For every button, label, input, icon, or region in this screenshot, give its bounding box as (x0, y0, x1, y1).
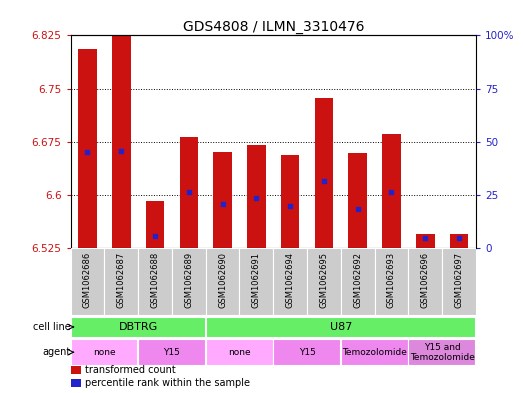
Bar (247, 145, 266, 248)
Text: percentile rank within the sample: percentile rank within the sample (85, 378, 250, 387)
Text: none: none (93, 348, 116, 357)
Text: GSM1062693: GSM1062693 (387, 252, 396, 308)
Bar (307, 248, 341, 316)
Text: agent: agent (42, 347, 71, 357)
Bar (206, 317, 475, 337)
Bar (105, 248, 138, 316)
Text: transformed count: transformed count (85, 365, 176, 375)
Bar (71, 248, 105, 316)
Bar (78, 49, 97, 248)
Text: GSM1062696: GSM1062696 (421, 252, 430, 308)
Text: GSM1062687: GSM1062687 (117, 252, 126, 308)
Text: U87: U87 (329, 322, 352, 332)
Text: GSM1062692: GSM1062692 (353, 252, 362, 308)
Bar (71, 317, 205, 337)
Bar (408, 340, 475, 365)
Text: none: none (228, 348, 251, 357)
Bar (71, 379, 81, 387)
Text: GSM1062691: GSM1062691 (252, 252, 261, 308)
Bar (273, 340, 340, 365)
Text: GSM1062694: GSM1062694 (286, 252, 294, 308)
Text: GSM1062689: GSM1062689 (184, 252, 194, 308)
Bar (112, 26, 131, 248)
Title: GDS4808 / ILMN_3310476: GDS4808 / ILMN_3310476 (183, 20, 364, 34)
Bar (450, 234, 468, 248)
Text: cell line: cell line (33, 322, 71, 332)
Bar (71, 340, 138, 365)
Bar (172, 248, 206, 316)
Text: GSM1062686: GSM1062686 (83, 252, 92, 308)
Bar (374, 248, 408, 316)
Bar (206, 248, 240, 316)
Bar (341, 340, 408, 365)
Text: GSM1062688: GSM1062688 (151, 252, 160, 308)
Bar (179, 137, 198, 248)
Text: GSM1062697: GSM1062697 (454, 252, 463, 308)
Text: Y15: Y15 (299, 348, 315, 357)
Bar (341, 248, 374, 316)
Text: DBTRG: DBTRG (119, 322, 158, 332)
Bar (382, 134, 401, 248)
Bar (138, 340, 205, 365)
Bar (281, 155, 300, 248)
Bar (408, 248, 442, 316)
Bar (206, 340, 272, 365)
Text: Y15: Y15 (164, 348, 180, 357)
Text: Temozolomide: Temozolomide (342, 348, 407, 357)
Bar (213, 152, 232, 248)
Text: Y15 and
Temozolomide: Y15 and Temozolomide (410, 343, 474, 362)
Bar (273, 248, 307, 316)
Text: GSM1062690: GSM1062690 (218, 252, 227, 308)
Bar (240, 248, 273, 316)
Bar (315, 98, 333, 248)
Bar (442, 248, 476, 316)
Bar (71, 366, 81, 375)
Bar (348, 152, 367, 248)
Text: GSM1062695: GSM1062695 (320, 252, 328, 308)
Bar (138, 248, 172, 316)
Bar (416, 234, 435, 248)
Bar (146, 201, 164, 248)
